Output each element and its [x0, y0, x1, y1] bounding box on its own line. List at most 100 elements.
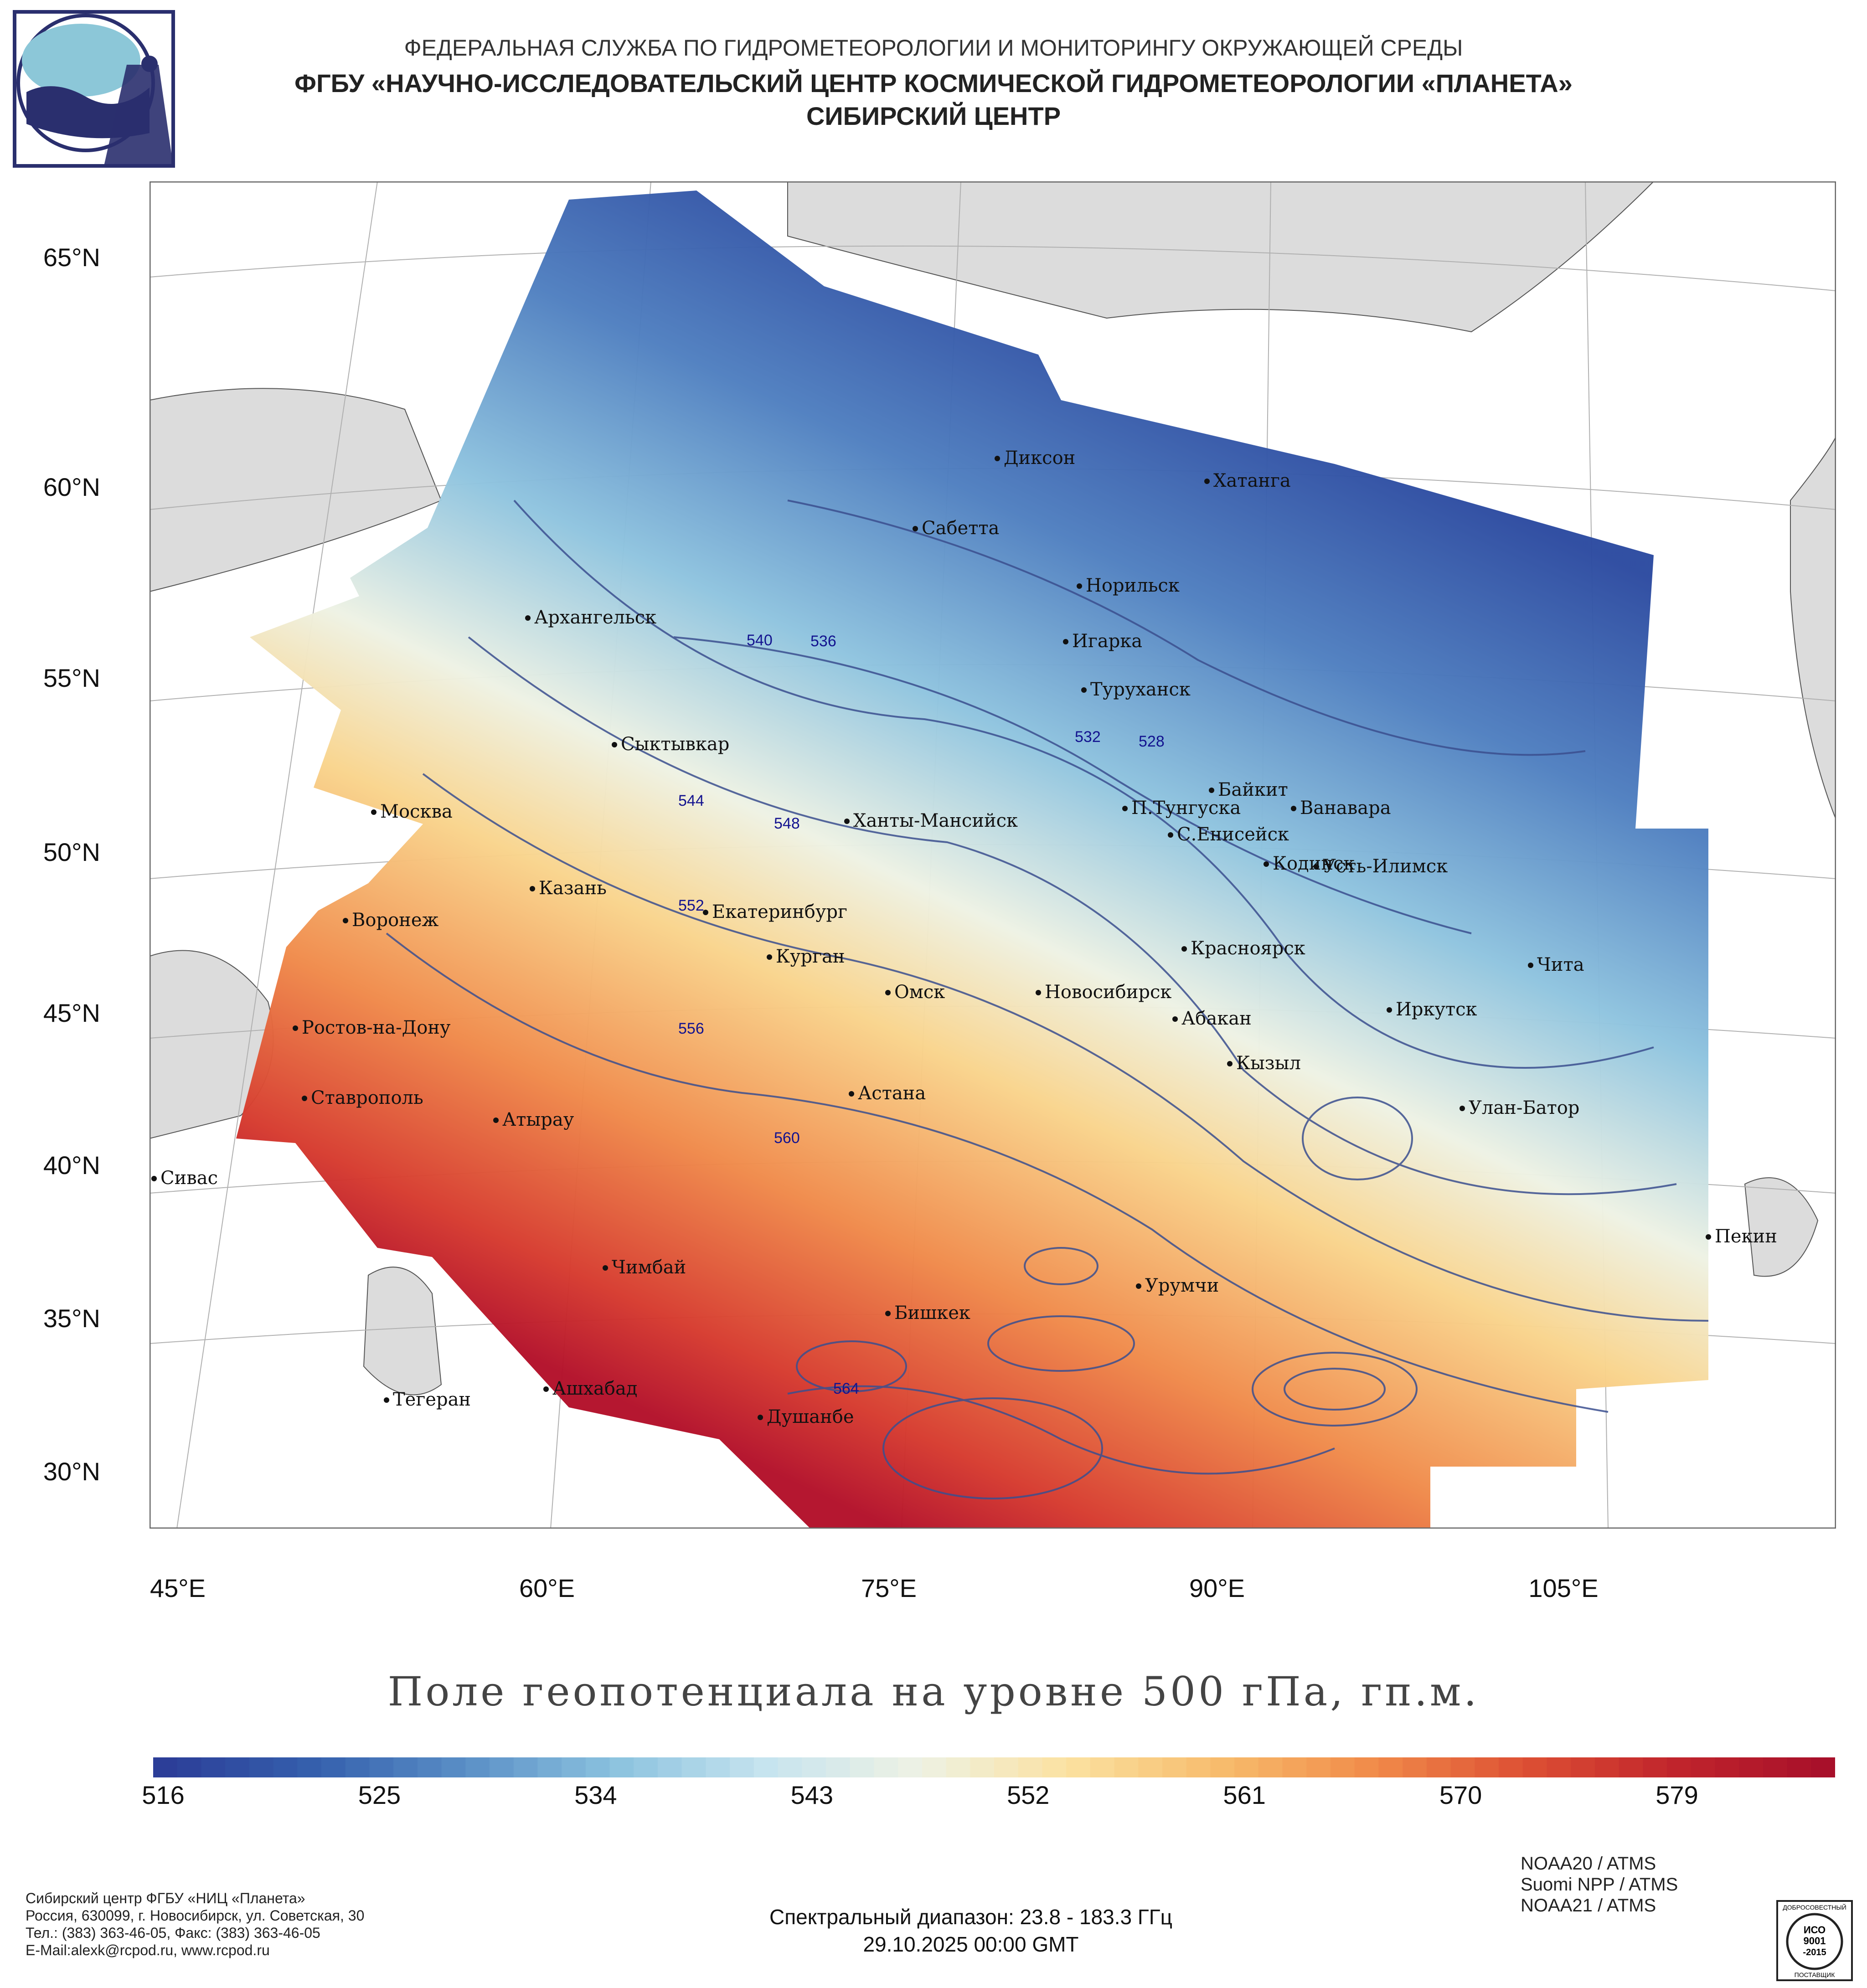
city-marker [1081, 687, 1087, 693]
colorbar-band [778, 1757, 803, 1777]
city-label: Пекин [1715, 1226, 1777, 1247]
colorbar-band [417, 1757, 442, 1777]
city-label: Ростов-на-Дону [302, 1017, 451, 1038]
header-institution: ФГБУ «НАУЧНО-ИССЛЕДОВАТЕЛЬСКИЙ ЦЕНТР КОС… [294, 69, 1573, 98]
city-label: Новосибирск [1045, 982, 1171, 1003]
city-label: Ставрополь [311, 1087, 423, 1108]
colorbar-band [249, 1757, 274, 1777]
colorbar-tick-label: 516 [142, 1781, 185, 1809]
colorbar-band [1594, 1757, 1619, 1777]
contour-label: 560 [774, 1129, 800, 1147]
city-label: Кызыл [1236, 1053, 1301, 1074]
colorbar-band [1619, 1757, 1644, 1777]
colorbar-band [1042, 1757, 1067, 1777]
city-label: Омск [894, 982, 945, 1003]
city-marker [1291, 806, 1296, 811]
colorbar-band [1547, 1757, 1572, 1777]
city-marker [1168, 832, 1173, 838]
colorbar-band [1018, 1757, 1043, 1777]
city-label: Байкит [1218, 779, 1288, 800]
iso-badge: ДОБРОСОВЕСТНЫЙ ИСО 9001 -2015 ПОСТАВЩИК [1776, 1900, 1853, 1981]
colorbar-band [321, 1757, 346, 1777]
header-center: СИБИРСКИЙ ЦЕНТР [806, 102, 1061, 130]
colorbar-band [1066, 1757, 1091, 1777]
colorbar-band [297, 1757, 322, 1777]
colorbar-tick-label: 579 [1656, 1781, 1698, 1809]
city-marker [849, 1091, 854, 1097]
lon-label: 60°E [519, 1574, 575, 1602]
iso-top: ДОБРОСОВЕСТНЫЙ [1783, 1903, 1846, 1911]
contour-label: 532 [1075, 728, 1101, 746]
footer-contacts: Сибирский центр ФГБУ «НИЦ «Планета» Росс… [26, 1890, 364, 1959]
footer-info: Спектральный диапазон: 23.8 - 183.3 ГГц … [675, 1903, 1267, 1958]
city-label: Сивас [160, 1168, 218, 1189]
contour-label: 552 [678, 897, 704, 914]
colorbar-band [730, 1757, 754, 1777]
city-label: Хатанга [1213, 470, 1291, 491]
city-marker [1387, 1007, 1392, 1013]
city-label: Ванавара [1300, 798, 1391, 819]
city-marker [913, 526, 918, 531]
city-marker [151, 1176, 157, 1181]
city-marker [1077, 583, 1082, 589]
city-marker [302, 1096, 307, 1101]
colorbar-band [1210, 1757, 1235, 1777]
city-label: Воронеж [352, 910, 438, 931]
colorbar-band [898, 1757, 923, 1777]
footer-line: Сибирский центр ФГБУ «НИЦ «Планета» [26, 1890, 305, 1906]
city-marker [1036, 990, 1041, 995]
city-label: Архангельск [534, 607, 656, 628]
city-marker [995, 456, 1000, 461]
city-label: Астана [858, 1083, 926, 1104]
lat-label: 35°N [43, 1304, 100, 1333]
colorbar-band [1450, 1757, 1475, 1777]
colorbar-band [1522, 1757, 1547, 1777]
city-marker [1063, 639, 1068, 644]
city-marker [493, 1118, 499, 1123]
colorbar-band [465, 1757, 490, 1777]
colorbar-tick-label: 534 [574, 1781, 617, 1809]
colorbar-band [1739, 1757, 1764, 1777]
colorbar-band [922, 1757, 947, 1777]
contour-label: 556 [678, 1020, 704, 1037]
city-marker [767, 954, 772, 960]
city-label: Чимбай [612, 1257, 686, 1278]
colorbar-band [1282, 1757, 1307, 1777]
city-marker [1136, 1283, 1141, 1289]
city-label: П.Тунгуска [1131, 798, 1241, 819]
city-marker [543, 1386, 549, 1392]
city-marker [293, 1025, 298, 1031]
lon-label: 45°E [150, 1574, 206, 1602]
geopotential-map: 540 536 532 528 544 548 552 556 560 564 … [150, 181, 1836, 1529]
colorbar-tick-label: 525 [358, 1781, 401, 1809]
colorbar-band [201, 1757, 226, 1777]
colorbar-band [1331, 1757, 1355, 1777]
city-label: Курган [776, 946, 845, 967]
colorbar-band [1811, 1757, 1835, 1777]
colorbar-band [634, 1757, 658, 1777]
colorbar-band [1787, 1757, 1812, 1777]
city-label: Норильск [1086, 575, 1180, 596]
city-marker [1460, 1106, 1465, 1111]
city-marker [603, 1265, 608, 1271]
colorbar-band [1090, 1757, 1115, 1777]
colorbar-band [1378, 1757, 1403, 1777]
lat-label: 40°N [43, 1151, 100, 1179]
colorbar-band [994, 1757, 1019, 1777]
lon-label: 105°E [1528, 1574, 1599, 1602]
contour-label: 564 [833, 1380, 859, 1397]
footer-sensors: NOAA20 / ATMS Suomi NPP / ATMS NOAA21 / … [1521, 1853, 1678, 1916]
spectral-range: Спектральный диапазон: 23.8 - 183.3 ГГц [769, 1905, 1173, 1929]
colorbar-band [441, 1757, 466, 1777]
sensor-line: NOAA21 / ATMS [1521, 1895, 1656, 1916]
colorbar-band [393, 1757, 418, 1777]
city-label: Казань [539, 878, 607, 899]
footer-line: Тел.: (383) 363-46-05, Факс: (383) 363-4… [26, 1925, 320, 1941]
colorbar-band [1643, 1757, 1667, 1777]
colorbar-band [874, 1757, 899, 1777]
city-label: Тегеран [393, 1389, 471, 1410]
city-label: Сыктывкар [621, 734, 729, 755]
city-marker [1209, 788, 1214, 793]
city-label: Атырау [502, 1109, 574, 1130]
lat-label: 65°N [43, 243, 100, 272]
